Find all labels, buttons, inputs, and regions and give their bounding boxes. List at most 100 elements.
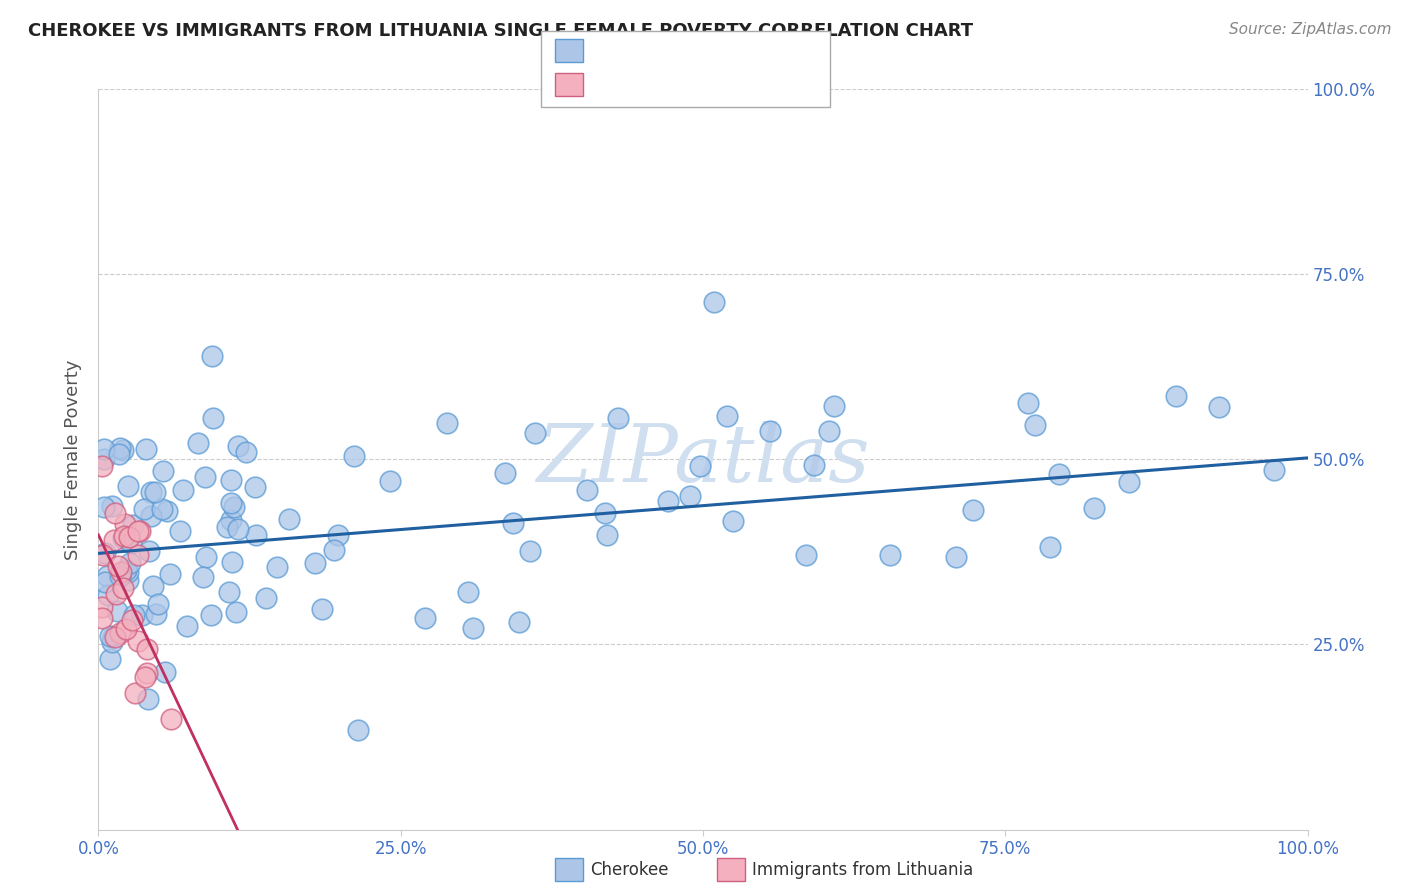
Point [172,483,194,497]
Point [93,500,115,515]
Point [118,530,141,544]
Point [519,543,541,558]
Text: N =: N = [693,76,733,94]
Text: Immigrants from Lithuania: Immigrants from Lithuania [752,861,973,879]
Point [1118,475,1140,490]
Point [221,555,243,569]
Point [159,567,181,582]
Text: Cherokee: Cherokee [591,861,669,879]
Text: R =: R = [588,76,627,94]
Point [607,411,630,425]
Point [689,458,711,473]
Point [678,489,700,503]
Point [108,447,131,461]
Point [1263,463,1285,477]
Point [139,485,162,500]
Point [1164,389,1187,403]
Point [794,548,817,562]
Point [110,565,132,579]
Point [117,566,139,580]
Point [124,607,146,622]
Point [135,642,157,657]
Point [195,550,218,565]
Point [215,519,238,533]
Point [127,548,149,562]
Point [596,528,619,542]
Text: N =: N = [693,42,733,60]
Point [93,442,115,456]
Point [96,568,118,582]
Point [93,451,115,466]
Point [98,629,121,643]
Point [134,501,156,516]
Point [121,613,143,627]
Point [346,723,368,737]
Text: CHEROKEE VS IMMIGRANTS FROM LITHUANIA SINGLE FEMALE POVERTY CORRELATION CHART: CHEROKEE VS IMMIGRANTS FROM LITHUANIA SI… [28,22,973,40]
Point [200,608,222,623]
Point [120,556,142,570]
Text: 111: 111 [728,42,766,60]
Point [803,458,825,473]
Point [1017,395,1039,409]
Point [110,568,132,582]
Point [508,615,530,629]
Point [187,436,209,450]
Point [228,439,250,453]
Text: Source: ZipAtlas.com: Source: ZipAtlas.com [1229,22,1392,37]
Point [117,479,139,493]
Y-axis label: Single Female Poverty: Single Female Poverty [65,359,83,559]
Point [127,524,149,538]
Point [758,424,780,438]
Point [114,564,136,578]
Point [139,508,162,523]
Point [945,549,967,564]
Point [311,602,333,616]
Point [104,630,127,644]
Point [105,604,128,618]
Text: 0.267: 0.267 [628,42,685,60]
Point [226,523,249,537]
Point [153,665,176,679]
Point [1039,540,1062,554]
Point [91,458,114,473]
Point [266,559,288,574]
Point [218,585,240,599]
Point [110,441,132,455]
Point [721,514,744,528]
Point [107,558,129,573]
Text: R =: R = [588,42,633,60]
Point [143,485,166,500]
Point [114,516,136,531]
Point [124,686,146,700]
Point [94,545,117,559]
Point [322,543,344,558]
Point [112,529,135,543]
Point [104,507,127,521]
Point [201,350,224,364]
Point [103,533,125,548]
Point [148,597,170,611]
Point [194,469,217,483]
Point [134,670,156,684]
Text: -0.424: -0.424 [623,76,688,94]
Point [138,544,160,558]
Point [463,621,485,635]
Point [117,574,139,588]
Point [380,474,402,488]
Point [131,608,153,623]
Point [110,626,132,640]
Point [169,524,191,538]
Point [219,513,242,527]
Point [494,466,516,480]
Point [1083,501,1105,516]
Point [136,666,159,681]
Point [457,585,479,599]
Point [245,528,267,542]
Point [823,399,845,413]
Point [94,574,117,589]
Text: 26: 26 [728,76,754,94]
Point [97,588,120,602]
Point [160,712,183,726]
Point [91,599,114,614]
Point [138,692,160,706]
